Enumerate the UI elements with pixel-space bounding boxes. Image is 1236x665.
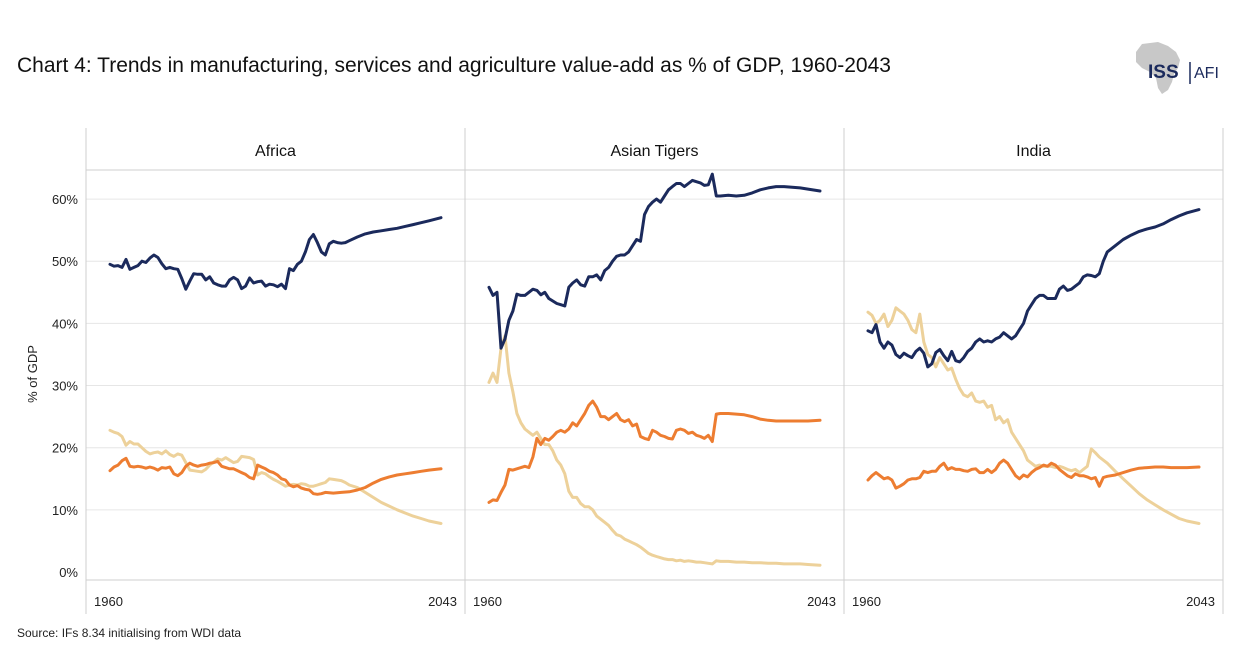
x-tick-label: 2043 <box>1186 594 1215 609</box>
series-line-services <box>487 172 822 350</box>
x-tick-label: 1960 <box>473 594 502 609</box>
y-tick-label: 10% <box>52 503 78 518</box>
y-tick-label: 40% <box>52 316 78 331</box>
series-line-agriculture <box>108 428 443 525</box>
panel-asian-tigers: Asian Tigers 1960 2043 <box>464 128 844 614</box>
logo-afi-text: AFI <box>1194 65 1219 82</box>
panel-africa: Africa 1960 2043 <box>85 128 465 614</box>
y-tick-label: 50% <box>52 254 78 269</box>
africa-map-icon <box>1136 42 1180 94</box>
logo-iss-text: ISS <box>1148 62 1179 83</box>
x-tick-label: 2043 <box>428 594 457 609</box>
y-axis-label: % of GDP <box>25 345 40 403</box>
series-line-manufacturing <box>866 458 1201 490</box>
y-tick-label: 20% <box>52 441 78 456</box>
chart-title: Chart 4: Trends in manufacturing, servic… <box>17 54 891 77</box>
iss-afi-logo: ISS AFI <box>1128 38 1228 98</box>
x-tick-label: 1960 <box>94 594 123 609</box>
facet-label: Asian Tigers <box>610 143 698 160</box>
facet-label: India <box>1016 143 1051 160</box>
x-tick-label: 2043 <box>807 594 836 609</box>
x-tick-label: 1960 <box>852 594 881 609</box>
series-line-agriculture <box>866 306 1201 525</box>
facet-label: Africa <box>255 143 296 160</box>
y-tick-label: 60% <box>52 192 78 207</box>
series-line-agriculture <box>487 334 822 567</box>
panel-india: India 1960 2043 <box>843 128 1224 614</box>
series-line-services <box>866 208 1201 369</box>
series-line-manufacturing <box>487 399 822 504</box>
series-line-services <box>108 216 443 291</box>
y-tick-label: 0% <box>59 565 78 580</box>
series-line-manufacturing <box>108 456 443 496</box>
y-tick-label: 30% <box>52 379 78 394</box>
source-note: Source: IFs 8.34 initialising from WDI d… <box>17 626 242 640</box>
